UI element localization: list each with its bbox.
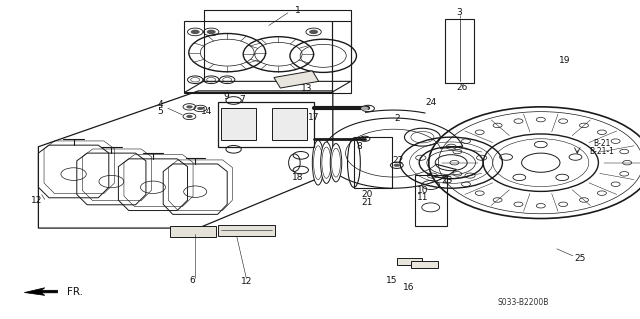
Circle shape bbox=[197, 107, 204, 110]
Polygon shape bbox=[397, 258, 422, 265]
Circle shape bbox=[361, 107, 369, 110]
Ellipse shape bbox=[330, 144, 342, 182]
Text: 22: 22 bbox=[392, 156, 404, 165]
Text: FR.: FR. bbox=[67, 286, 83, 297]
Circle shape bbox=[394, 164, 400, 167]
Text: 3: 3 bbox=[457, 8, 462, 17]
Text: B-21-1: B-21-1 bbox=[589, 147, 614, 156]
Text: 5: 5 bbox=[157, 107, 163, 116]
Polygon shape bbox=[411, 261, 438, 268]
Text: 11: 11 bbox=[417, 193, 428, 202]
Text: 17: 17 bbox=[308, 113, 319, 122]
Text: 13: 13 bbox=[301, 84, 313, 93]
Text: 26: 26 bbox=[456, 83, 468, 92]
Bar bbox=[184, 21, 332, 93]
Text: 23: 23 bbox=[441, 176, 452, 185]
Text: 12: 12 bbox=[31, 197, 43, 205]
Circle shape bbox=[186, 115, 193, 118]
Text: 16: 16 bbox=[403, 283, 414, 292]
Text: 20: 20 bbox=[362, 190, 373, 199]
Ellipse shape bbox=[312, 140, 324, 185]
Text: 19: 19 bbox=[559, 56, 570, 65]
Circle shape bbox=[191, 30, 200, 34]
Text: 1: 1 bbox=[296, 6, 301, 15]
Text: 8: 8 bbox=[357, 142, 362, 151]
Polygon shape bbox=[218, 225, 275, 236]
Text: B-21: B-21 bbox=[593, 139, 611, 148]
Text: 24: 24 bbox=[426, 98, 437, 107]
Bar bbox=[445, 19, 474, 83]
Circle shape bbox=[207, 30, 216, 34]
Text: 21: 21 bbox=[362, 198, 373, 207]
Polygon shape bbox=[274, 71, 319, 88]
Polygon shape bbox=[170, 226, 216, 237]
Text: 7: 7 bbox=[239, 95, 244, 104]
Text: S033-B2200B: S033-B2200B bbox=[498, 298, 549, 307]
Text: 9: 9 bbox=[223, 92, 228, 101]
Bar bbox=[221, 108, 256, 140]
Bar bbox=[272, 108, 307, 140]
Text: 12: 12 bbox=[241, 277, 252, 286]
Bar bbox=[332, 21, 351, 93]
Text: 4: 4 bbox=[157, 100, 163, 109]
Text: 6: 6 bbox=[189, 276, 195, 285]
Text: 10: 10 bbox=[417, 186, 428, 195]
Text: 15: 15 bbox=[386, 276, 397, 285]
Text: 18: 18 bbox=[292, 173, 303, 182]
Ellipse shape bbox=[321, 142, 332, 183]
Text: 2: 2 bbox=[394, 114, 399, 122]
Circle shape bbox=[186, 105, 193, 108]
Polygon shape bbox=[24, 288, 58, 295]
Bar bbox=[354, 137, 392, 188]
Text: 25: 25 bbox=[574, 254, 586, 263]
Text: 14: 14 bbox=[201, 107, 212, 116]
Circle shape bbox=[309, 30, 318, 34]
